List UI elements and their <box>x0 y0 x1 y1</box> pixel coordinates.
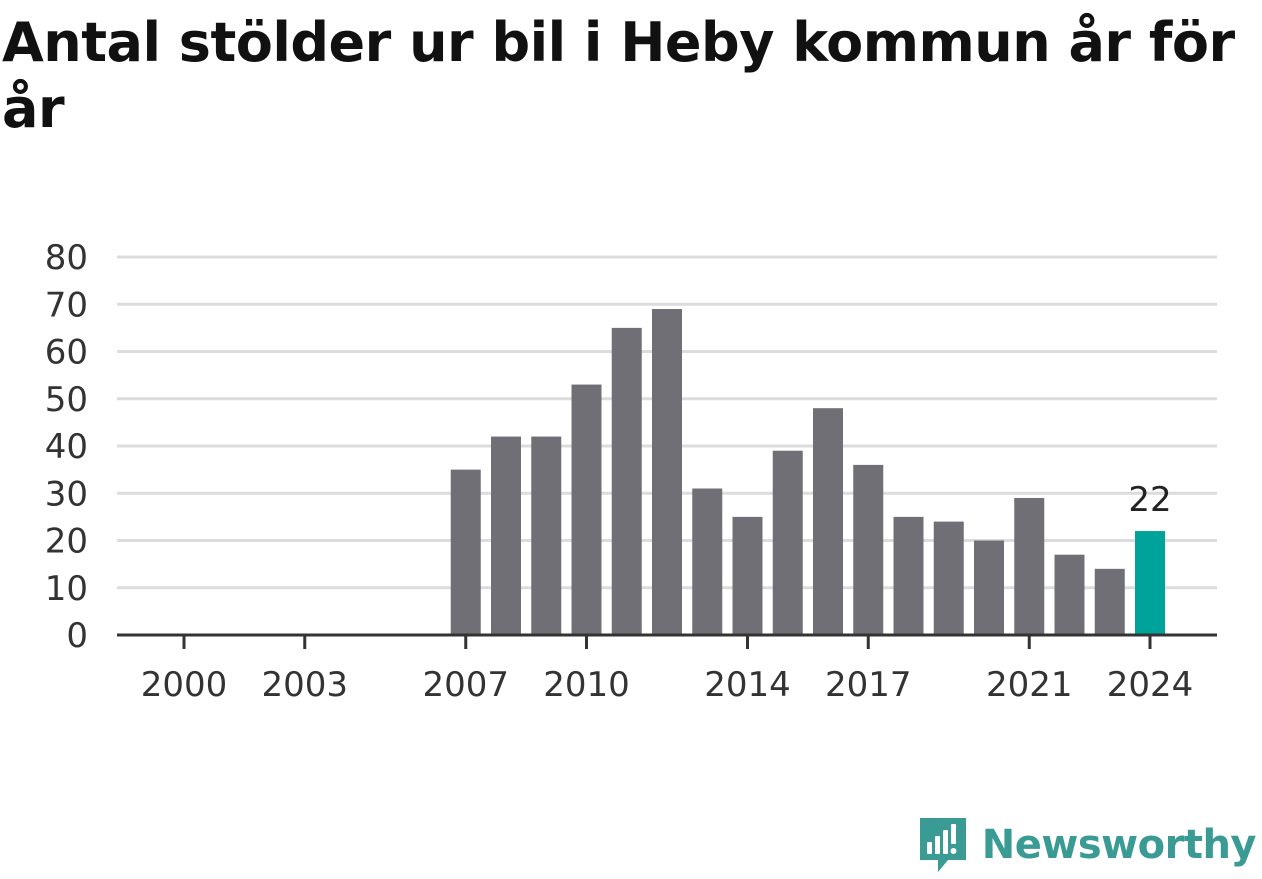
y-tick-label: 40 <box>45 427 88 467</box>
bar-2021 <box>1014 497 1045 635</box>
y-axis-labels: 0 10 20 30 40 50 60 70 80 <box>45 238 88 656</box>
bars <box>450 308 1165 635</box>
y-tick-label: 80 <box>45 238 88 278</box>
y-tick-label: 0 <box>66 616 88 656</box>
bar-2011 <box>611 327 642 635</box>
data-label: 22 <box>1128 480 1171 520</box>
brand-logo: Newsworthy <box>918 815 1257 875</box>
bar-2007 <box>450 469 481 635</box>
y-tick-label: 10 <box>45 569 88 609</box>
y-tick-label: 60 <box>45 333 88 373</box>
x-tick-label: 2014 <box>704 665 791 705</box>
x-tick-label: 2010 <box>543 665 630 705</box>
bar-2008 <box>491 436 521 635</box>
bar-2014 <box>732 516 763 635</box>
bar-2018 <box>893 516 924 635</box>
x-tick-label: 2017 <box>825 665 912 705</box>
bar-2013 <box>692 488 723 635</box>
y-tick-label: 30 <box>45 474 88 514</box>
bar-2024 <box>1135 531 1165 635</box>
y-tick-label: 50 <box>45 380 88 420</box>
bar-2010 <box>571 384 602 635</box>
x-axis-labels: 2000 2003 2007 2010 2014 2017 2021 2024 <box>141 665 1194 705</box>
x-tick-label: 2021 <box>986 665 1073 705</box>
data-labels: 22 <box>1128 480 1171 520</box>
y-tick-label: 70 <box>45 285 88 325</box>
y-tick-label: 20 <box>45 522 88 562</box>
bar-2020 <box>974 540 1004 635</box>
brand-name: Newsworthy <box>981 822 1257 868</box>
bar-2023 <box>1094 568 1125 635</box>
newsworthy-logo-icon <box>919 818 966 872</box>
bar-2019 <box>933 521 964 635</box>
bar-2009 <box>531 436 562 635</box>
bar-2017 <box>853 464 884 635</box>
bar-2022 <box>1054 554 1085 635</box>
bar-2015 <box>772 450 803 635</box>
x-tick-label: 2000 <box>141 665 228 705</box>
chart-title: Antal stölder ur bil i Heby kommun år fö… <box>2 11 1235 140</box>
x-tick-label: 2024 <box>1107 665 1194 705</box>
bar-2012 <box>652 308 682 635</box>
x-tick-label: 2007 <box>422 665 509 705</box>
x-tick-label: 2003 <box>261 665 348 705</box>
bar-2016 <box>813 408 843 635</box>
x-axis <box>117 633 1217 649</box>
